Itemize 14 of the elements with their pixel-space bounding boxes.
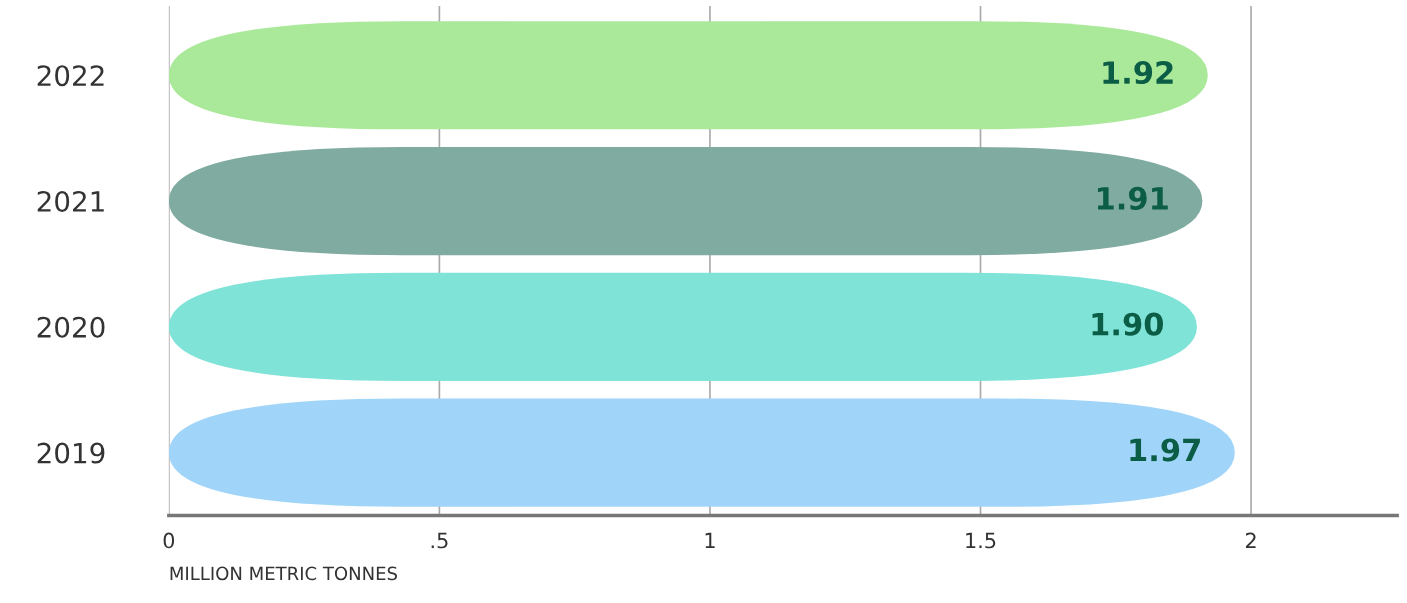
x-axis-title: MILLION METRIC TONNES bbox=[170, 566, 397, 581]
x-tick-label: 1.5 bbox=[966, 532, 996, 549]
y-tick-label: 2020 bbox=[37, 316, 105, 338]
x-tick-label: .5 bbox=[431, 532, 448, 549]
y-tick-label: 2019 bbox=[37, 442, 105, 464]
x-tick-label: 1 bbox=[705, 532, 715, 549]
x-tick-label: 2 bbox=[1245, 532, 1256, 549]
data-label: 1.90 bbox=[1092, 312, 1164, 336]
data-label: 1.92 bbox=[1103, 60, 1173, 85]
data-label: 1.91 bbox=[1097, 186, 1168, 210]
data-label: 1.97 bbox=[1130, 438, 1200, 462]
x-tick-label: 0 bbox=[163, 532, 175, 549]
y-tick-label: 2021 bbox=[37, 190, 104, 212]
y-tick-label: 2022 bbox=[37, 65, 104, 87]
